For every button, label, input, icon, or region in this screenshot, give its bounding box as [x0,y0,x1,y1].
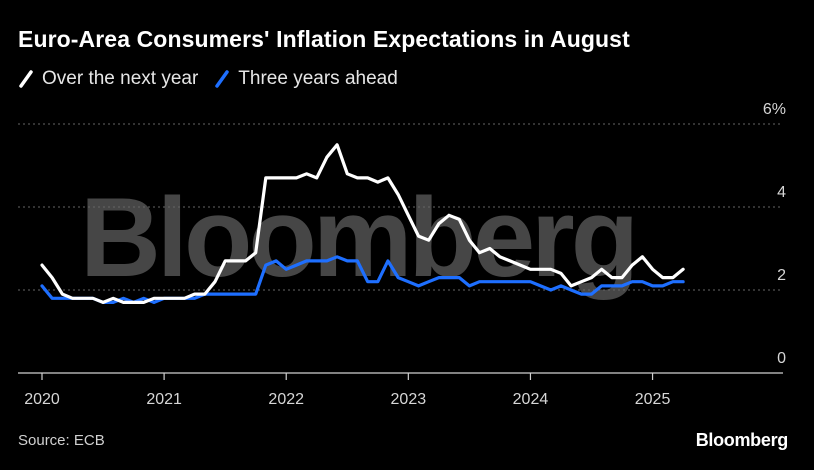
x-tick-label: 2024 [513,391,549,408]
x-tick-label: 2025 [635,391,671,408]
y-tick-label: 2 [777,267,786,284]
source-note: Source: ECB [18,432,105,449]
y-tick-label: 4 [777,184,786,201]
y-tick-label: 0 [777,350,786,367]
legend-swatch-next-year-icon [19,70,33,88]
chart-title: Euro-Area Consumers' Inflation Expectati… [18,26,630,52]
x-axis: 2020 2021 2022 2023 2024 2025 [18,372,783,408]
y-tick-label: 6% [763,101,786,118]
watermark-text: Bloomberg [80,175,635,300]
x-tick-label: 2020 [24,391,60,408]
legend-item-next-year: Over the next year [18,68,198,90]
grid-layer: 6% 4 2 0 [18,101,786,367]
series-layer [40,143,685,304]
x-tick-label: 2022 [268,391,304,408]
legend-item-three-years: Three years ahead [214,68,398,90]
legend: Over the next year Three years ahead [18,68,414,90]
x-tick-label: 2021 [146,391,182,408]
x-tick-label: 2023 [391,391,427,408]
legend-label-three-years: Three years ahead [238,68,398,89]
legend-swatch-three-years-icon [215,70,230,88]
series-line-next-year [40,143,685,304]
legend-label-next-year: Over the next year [42,68,199,89]
bloomberg-logo: Bloomberg [695,430,789,450]
